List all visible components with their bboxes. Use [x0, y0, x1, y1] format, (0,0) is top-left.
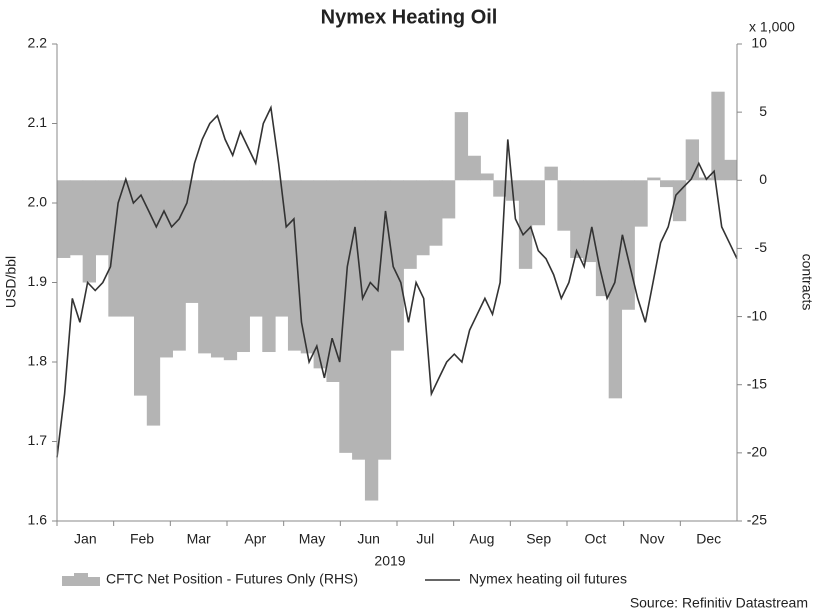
- area-step: [146, 180, 161, 426]
- legend-label: Nymex heating oil futures: [469, 571, 627, 587]
- area-step: [326, 180, 340, 382]
- y2-tick-label: -25: [747, 512, 767, 528]
- y-tick-label: 1.6: [28, 512, 48, 528]
- area-step: [287, 180, 302, 351]
- area-step: [544, 166, 558, 181]
- y-tick-label: 1.9: [28, 273, 48, 289]
- area-step: [634, 180, 648, 227]
- y2-axis-label: contracts: [799, 254, 815, 311]
- y2-tick-label: -15: [747, 375, 767, 391]
- x-tick-label: May: [299, 531, 325, 547]
- y-tick-label: 1.8: [28, 353, 48, 369]
- area-step: [210, 180, 225, 358]
- source: Source: Refinitiv Datastream: [630, 595, 808, 611]
- area-step: [185, 180, 199, 303]
- area-step: [621, 180, 635, 310]
- area-step: [493, 180, 507, 197]
- legend-label: CFTC Net Position - Futures Only (RHS): [106, 571, 358, 587]
- area-step: [313, 180, 327, 369]
- area-step: [339, 180, 353, 453]
- area-step: [159, 180, 173, 358]
- y-tick-label: 1.7: [28, 432, 48, 448]
- area-step: [570, 180, 584, 258]
- area-step: [249, 180, 263, 317]
- price-line: [56, 104, 738, 458]
- area-step: [364, 180, 379, 501]
- area-step: [518, 180, 533, 269]
- y2-tick-label: -10: [747, 307, 767, 323]
- y-tick-label: 2.1: [28, 114, 48, 130]
- area-step: [57, 180, 71, 258]
- x-tick-label: Mar: [187, 531, 211, 547]
- y2-tick-label: -20: [747, 444, 767, 460]
- area-step: [647, 177, 661, 181]
- legend-swatch: [62, 573, 100, 586]
- area-step: [441, 180, 456, 219]
- area-step: [698, 177, 712, 181]
- area-step: [390, 180, 404, 351]
- area-step: [429, 180, 443, 246]
- y2-tick-label: 10: [751, 35, 767, 51]
- area-step: [711, 91, 725, 181]
- area-step: [480, 173, 494, 181]
- area-step: [95, 180, 109, 256]
- x-tick-label: Aug: [470, 531, 495, 547]
- area-step: [82, 180, 96, 283]
- x-tick-label: Oct: [584, 531, 606, 547]
- x-tick-label: Jul: [416, 531, 434, 547]
- x-tick-label: Apr: [244, 531, 266, 547]
- area-step: [531, 180, 546, 226]
- x-tick-label: Nov: [640, 531, 665, 547]
- area-step: [660, 180, 674, 188]
- area-step: [300, 180, 315, 354]
- x-tick-label: Sep: [526, 531, 551, 547]
- area-step: [133, 180, 148, 396]
- area-step: [416, 180, 430, 256]
- area-step: [467, 155, 481, 181]
- y2-tick-label: 5: [759, 103, 767, 119]
- y2-tick-label: -5: [755, 239, 768, 255]
- area-step: [121, 180, 135, 317]
- x-tick-label: Dec: [696, 531, 721, 547]
- area-step: [198, 180, 212, 354]
- area-step: [608, 180, 623, 399]
- y2-unit: x 1,000: [749, 19, 795, 35]
- area-step: [557, 180, 571, 231]
- area-step: [403, 180, 417, 269]
- area-step: [108, 180, 122, 317]
- area-step: [69, 180, 84, 256]
- area-step: [685, 139, 700, 181]
- area-step: [236, 180, 250, 353]
- area-step: [172, 180, 186, 351]
- x-tick-label: Jun: [357, 531, 380, 547]
- area-step: [352, 180, 366, 460]
- area-step: [223, 180, 238, 361]
- chart-title: Nymex Heating Oil: [321, 6, 498, 28]
- area-step: [262, 180, 276, 353]
- y-tick-label: 2.0: [28, 194, 48, 210]
- area-step: [583, 180, 597, 263]
- area-step: [724, 159, 738, 181]
- x-tick-label: Jan: [74, 531, 97, 547]
- x-axis-label: 2019: [374, 553, 405, 569]
- area-step: [275, 180, 289, 317]
- y2-tick-label: 0: [759, 171, 767, 187]
- area-step: [672, 180, 687, 222]
- x-tick-label: Feb: [130, 531, 154, 547]
- y-axis-label: USD/bbl: [3, 256, 19, 308]
- area-step: [454, 112, 469, 181]
- y-tick-label: 2.2: [28, 35, 48, 51]
